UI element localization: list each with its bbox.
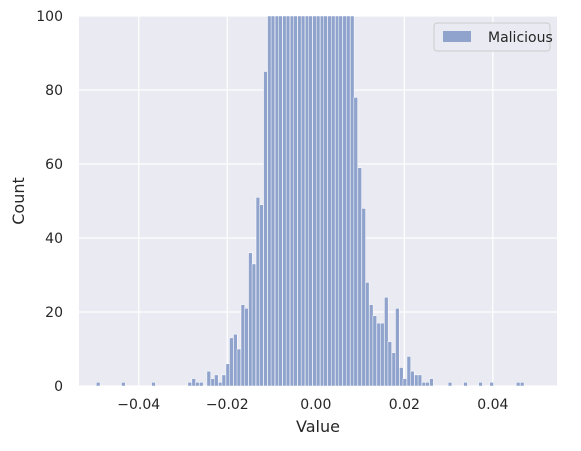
x-tick-label: 0.00: [300, 397, 331, 413]
histogram-bar: [251, 263, 257, 387]
y-tick-label: 20: [45, 305, 63, 321]
histogram-bar: [402, 378, 408, 387]
histogram-bar: [255, 197, 261, 387]
histogram-bar: [319, 15, 325, 387]
histogram-bar: [248, 252, 253, 387]
y-tick-label: 100: [36, 9, 63, 25]
histogram-bar: [199, 382, 204, 387]
legend: Malicious: [433, 22, 553, 52]
histogram-bar: [315, 15, 321, 387]
histogram-bar: [285, 15, 291, 387]
histogram-bar: [342, 15, 347, 387]
x-tick-label: 0.02: [389, 397, 420, 413]
histogram-bar: [376, 322, 381, 387]
y-tick-label: 80: [45, 83, 63, 99]
histogram-bar: [372, 315, 377, 387]
histogram-bar: [195, 382, 200, 387]
histogram-bar: [259, 204, 264, 387]
histogram-bar: [323, 15, 328, 387]
histogram-bar: [121, 382, 126, 387]
y-axis-ticks: 0 20 40 60 80 100: [36, 9, 63, 395]
histogram-bar: [233, 333, 238, 387]
histogram-bar: [304, 15, 310, 387]
histogram-bar: [421, 382, 427, 387]
histogram-bar: [414, 374, 419, 387]
histogram-bar: [206, 370, 211, 387]
histogram-bar: [350, 15, 355, 387]
y-tick-label: 0: [54, 379, 63, 395]
histogram-bar: [300, 15, 306, 387]
x-tick-label: 0.04: [477, 397, 508, 413]
histogram-bar: [520, 382, 525, 387]
histogram-bar: [425, 382, 430, 387]
histogram-bar: [380, 322, 385, 387]
y-tick-label: 60: [45, 157, 63, 173]
histogram-bar: [478, 382, 483, 387]
x-tick-label: −0.04: [117, 397, 160, 413]
x-axis-ticks: −0.04 −0.02 0.00 0.02 0.04: [117, 397, 508, 413]
histogram-bar: [463, 382, 468, 387]
histogram-bar: [357, 167, 362, 387]
histogram-bar: [278, 15, 283, 387]
y-axis-label: Count: [9, 177, 28, 225]
histogram-bar: [331, 15, 336, 387]
histogram-bar: [406, 356, 411, 387]
histogram-bar: [447, 382, 453, 387]
histogram-bar: [229, 337, 234, 387]
histogram-bar: [335, 15, 340, 387]
legend-box: [433, 22, 551, 52]
histogram-bar: [289, 15, 295, 387]
x-axis-label: Value: [296, 417, 340, 436]
histogram-bar: [417, 374, 423, 387]
x-tick-label: −0.02: [206, 397, 249, 413]
histogram-bar: [387, 341, 392, 387]
histogram-bar: [244, 308, 249, 387]
histogram-bar: [365, 282, 370, 387]
legend-label-malicious: Malicious: [488, 30, 553, 46]
histogram-bar: [214, 374, 219, 387]
histogram-bar: [263, 71, 268, 387]
histogram-bar: [429, 378, 434, 387]
histogram-bar: [369, 304, 374, 387]
histogram-bars: [96, 15, 525, 387]
histogram-bar: [151, 382, 156, 387]
histogram-bar: [293, 15, 298, 387]
histogram-bar: [221, 374, 226, 387]
histogram-bar: [236, 348, 242, 387]
histogram-bar: [346, 15, 351, 387]
histogram-bar: [282, 15, 287, 387]
histogram-bar: [353, 97, 358, 387]
histogram-bar: [395, 308, 400, 387]
histogram-bar: [308, 15, 313, 387]
histogram-bar: [274, 15, 280, 387]
histogram-bar: [210, 378, 215, 387]
histogram-bar: [338, 15, 343, 387]
histogram-bar: [297, 15, 302, 387]
histogram-bar: [225, 363, 230, 387]
histogram-bar: [516, 382, 521, 387]
histogram-bar: [267, 15, 272, 387]
histogram-bar: [191, 378, 196, 387]
histogram-bar: [96, 382, 101, 387]
histogram-bar: [384, 296, 389, 387]
y-tick-label: 40: [45, 231, 63, 247]
histogram-bar: [218, 382, 223, 387]
histogram-bar: [187, 382, 192, 387]
histogram-bar: [240, 304, 246, 387]
histogram-bar: [312, 15, 317, 387]
histogram-bar: [361, 208, 366, 387]
histogram-bar: [391, 352, 396, 387]
legend-swatch-malicious: [443, 31, 471, 42]
histogram-bar: [410, 370, 415, 387]
histogram-bar: [399, 367, 404, 387]
histogram-bar: [489, 382, 494, 387]
histogram-bar: [327, 15, 332, 387]
histogram-bar: [270, 15, 276, 387]
